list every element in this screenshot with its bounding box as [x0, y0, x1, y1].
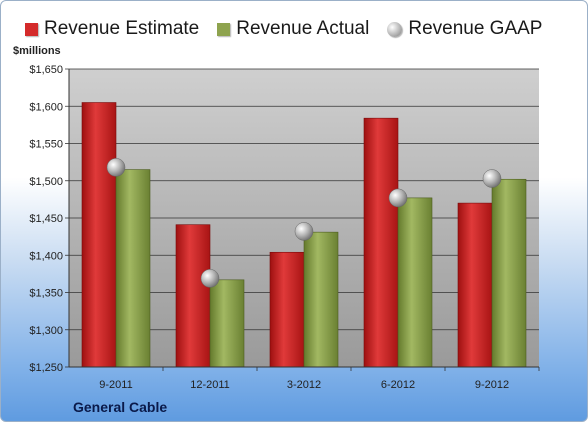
y-tick-label: $1,250 [29, 362, 63, 374]
plot-area: $1,250 $1,300 $1,350 $1,400 $1,450 $1,500 $1,5… [29, 64, 540, 391]
bar-revenue-estimate [269, 251, 305, 368]
y-tick-label: $1,400 [29, 250, 63, 262]
legend-swatch-revenue-estimate [25, 22, 38, 36]
bar-revenue-actual [491, 178, 527, 368]
y-tick-label: $1,550 [29, 139, 63, 151]
bar-revenue-estimate [81, 102, 117, 368]
y-tick-label: $1,300 [29, 325, 63, 337]
y-tick-label: $1,500 [29, 176, 63, 188]
bar-revenue-actual [303, 231, 339, 368]
bar-revenue-actual [115, 169, 151, 368]
marker-revenue-gaap [294, 222, 314, 241]
legend-label-revenue-estimate: Revenue Estimate [44, 18, 200, 39]
x-tick-label: 6-2012 [381, 379, 415, 391]
marker-revenue-gaap [388, 188, 408, 208]
legend-swatch-revenue-gaap [387, 21, 403, 37]
x-tick-label: 9-2012 [475, 379, 509, 391]
bar-revenue-estimate [175, 224, 211, 368]
marker-revenue-gaap [482, 169, 502, 188]
bar-revenue-actual [397, 197, 433, 368]
legend-item-revenue-actual: Revenue Actual [217, 18, 369, 40]
legend: Revenue Estimate Revenue Actual Revenue … [25, 17, 560, 41]
bar-revenue-actual [209, 279, 245, 368]
x-tick-label: 12-2011 [190, 379, 230, 391]
x-tick-label: 9-2011 [99, 379, 132, 391]
x-tick-label: 3-2012 [287, 379, 321, 391]
legend-label-revenue-actual: Revenue Actual [236, 18, 370, 39]
company-name: General Cable [73, 399, 168, 415]
legend-swatch-revenue-actual [217, 22, 231, 36]
y-tick-label: $1,650 [29, 64, 63, 76]
legend-label-revenue-gaap: Revenue GAAP [408, 18, 543, 39]
y-tick-label: $1,600 [29, 101, 63, 113]
marker-revenue-gaap [200, 269, 220, 288]
legend-item-revenue-estimate: Revenue Estimate [25, 18, 199, 40]
y-tick-label: $1,350 [29, 288, 63, 300]
bar-revenue-estimate [363, 117, 399, 368]
legend-item-revenue-gaap: Revenue GAAP [387, 18, 542, 40]
marker-revenue-gaap [106, 158, 126, 177]
y-axis-unit-label: $millions [13, 45, 61, 57]
bar-revenue-estimate [457, 202, 493, 368]
y-tick-label: $1,450 [29, 213, 63, 225]
